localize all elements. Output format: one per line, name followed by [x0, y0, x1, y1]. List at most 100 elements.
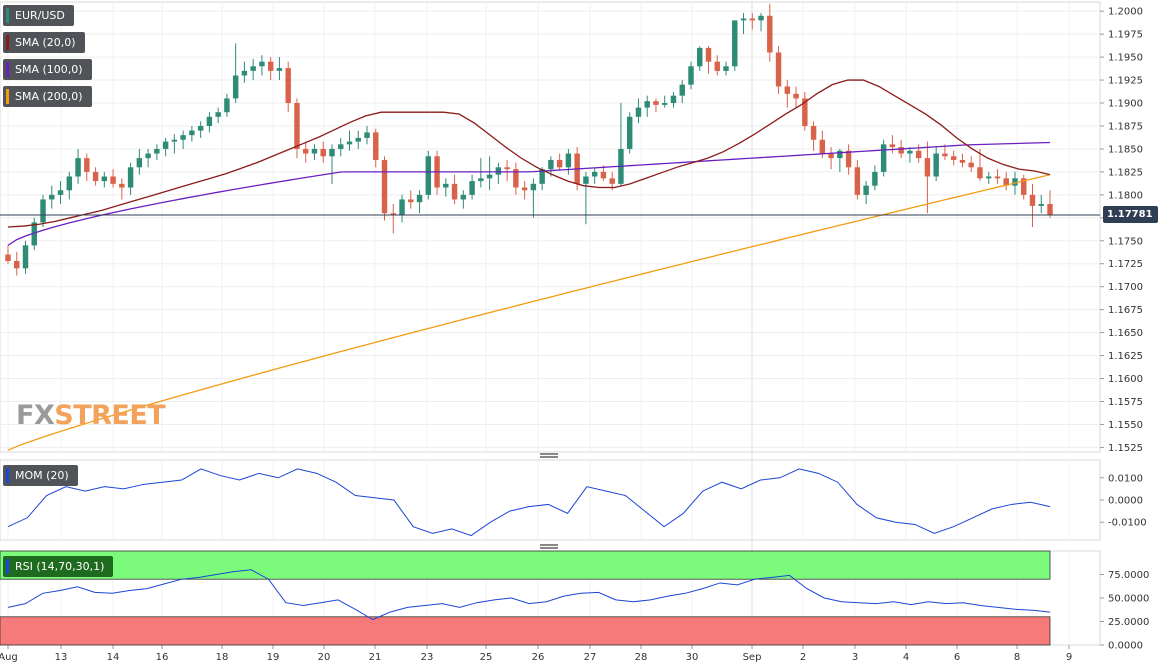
candle-body	[985, 176, 992, 179]
candle-body	[679, 84, 685, 96]
x-tick-label: 16	[156, 652, 169, 663]
logo-fx: FX	[16, 400, 55, 431]
candle-body	[749, 18, 756, 21]
candle-body	[670, 95, 677, 104]
mom-line	[7, 468, 1051, 537]
rsi-overbought-zone	[0, 550, 1051, 580]
candle-body	[889, 144, 896, 148]
candle-body	[346, 141, 353, 145]
sma200-line	[7, 174, 1051, 451]
candle-body	[784, 86, 791, 94]
candle-body	[408, 199, 414, 203]
candle-body	[101, 176, 108, 182]
candle-body	[653, 101, 659, 105]
candle-body	[521, 187, 528, 191]
candle-body	[355, 137, 361, 142]
candle-body	[66, 176, 73, 191]
candle-body	[854, 167, 861, 195]
legend-eurusd[interactable]: EUR/USD	[3, 5, 74, 26]
candle-body	[294, 103, 300, 149]
legend-rsi[interactable]: RSI (14,70,30,1)	[3, 556, 114, 577]
rsi-line	[7, 569, 1051, 621]
candle-body	[950, 156, 957, 160]
y-tick-label: 1.1725	[1108, 259, 1143, 270]
candle-body	[828, 153, 834, 159]
x-tick-label: 6	[954, 652, 960, 663]
candle-body	[180, 135, 186, 140]
legend-sma200[interactable]: SMA (200,0)	[3, 86, 92, 107]
candle-body	[688, 66, 694, 85]
candle-body	[1012, 178, 1018, 186]
candle-body	[478, 178, 484, 182]
candle-body	[49, 194, 55, 200]
current-price-badge: 1.17781	[1103, 206, 1158, 223]
candle-body	[819, 139, 826, 154]
panel-splitter	[540, 456, 558, 458]
legend-label: MOM (20)	[15, 469, 69, 482]
candle-body	[75, 158, 81, 177]
candle-body	[84, 158, 90, 172]
legend-swatch	[6, 559, 9, 574]
y-tick-label: 1.2000	[1108, 7, 1143, 18]
candle-body	[898, 147, 904, 154]
panel-splitter	[540, 453, 558, 455]
candle-body	[469, 181, 475, 195]
candle-body	[1029, 194, 1036, 206]
candle-body	[311, 148, 318, 154]
candle-body	[802, 98, 808, 126]
candle-body	[31, 222, 37, 246]
candle-body	[451, 183, 458, 200]
candle-body	[591, 171, 598, 177]
candle-body	[302, 148, 309, 154]
legend-sma100[interactable]: SMA (100,0)	[3, 59, 92, 80]
candle-body	[329, 148, 335, 157]
candle-body	[136, 158, 143, 168]
y-tick-label: 1.1525	[1108, 443, 1143, 454]
candle-body	[285, 68, 291, 104]
candle-body	[224, 98, 230, 113]
x-tick-label: 4	[903, 652, 909, 663]
y-tick-label: 1.1600	[1108, 374, 1143, 385]
rsi-oversold-zone	[0, 616, 1051, 646]
y-tick-label: 1.1550	[1108, 420, 1143, 431]
candle-body	[189, 130, 195, 136]
candle-body	[162, 141, 169, 149]
candle-body	[241, 70, 248, 76]
rsi-tick-label: 0.0000	[1108, 641, 1143, 652]
legend-label: SMA (20,0)	[15, 36, 76, 49]
candle-body	[697, 47, 703, 67]
legend-sma20[interactable]: SMA (20,0)	[3, 32, 85, 53]
candle-body	[416, 194, 423, 203]
rsi-tick-label: 25.0000	[1108, 617, 1149, 628]
candle-body	[5, 254, 11, 261]
legend-label: RSI (14,70,30,1)	[15, 560, 105, 573]
candle-body	[565, 153, 572, 168]
y-tick-label: 1.1575	[1108, 397, 1143, 408]
candle-body	[171, 139, 178, 142]
legend-mom[interactable]: MOM (20)	[3, 465, 78, 486]
x-tick-label: 21	[369, 652, 382, 663]
candle-body	[837, 150, 843, 159]
candle-body	[320, 148, 326, 157]
candle-body	[145, 153, 151, 159]
legend-swatch	[6, 468, 9, 483]
mom-tick-label: -0.0100	[1108, 518, 1147, 529]
candle-body	[863, 185, 869, 195]
candle-body	[504, 167, 510, 170]
candle-body	[425, 156, 432, 195]
y-tick-label: 1.1825	[1108, 167, 1143, 178]
x-tick-label: Aug	[0, 652, 18, 663]
candle-body	[793, 93, 799, 99]
x-tick-label: Sep	[743, 652, 762, 663]
x-tick-label: 13	[55, 652, 68, 663]
legend-label: SMA (100,0)	[15, 63, 83, 76]
candle-body	[933, 153, 939, 177]
candle-body	[443, 183, 449, 188]
legend-swatch	[6, 35, 9, 50]
candle-body	[57, 190, 64, 195]
x-tick-label: 14	[107, 652, 120, 663]
y-tick-label: 1.1900	[1108, 99, 1143, 110]
candle-body	[486, 174, 493, 179]
candle-body	[1038, 204, 1044, 206]
